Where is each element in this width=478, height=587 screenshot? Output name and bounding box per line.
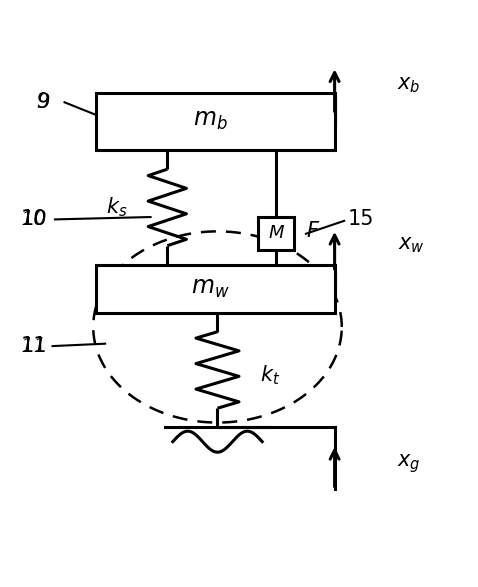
Bar <box>96 265 335 313</box>
Text: $M$: $M$ <box>268 224 285 242</box>
Text: 9: 9 <box>36 92 50 112</box>
Text: $x_w$: $x_w$ <box>398 236 424 255</box>
Text: 10: 10 <box>20 210 47 229</box>
Text: 9: 9 <box>36 93 50 112</box>
Bar <box>258 217 294 251</box>
Text: $F$: $F$ <box>306 221 320 241</box>
Text: $x_b$: $x_b$ <box>397 76 421 95</box>
Text: 15: 15 <box>348 210 374 230</box>
Text: $k_t$: $k_t$ <box>260 363 280 387</box>
Text: $x_g$: $x_g$ <box>397 452 421 475</box>
Text: $m_b$: $m_b$ <box>193 109 228 133</box>
Bar <box>96 93 335 150</box>
Text: $m_w$: $m_w$ <box>191 277 229 300</box>
Text: 11: 11 <box>20 336 47 356</box>
Text: 11: 11 <box>20 336 47 356</box>
Text: $k_s$: $k_s$ <box>107 195 128 220</box>
Text: 15: 15 <box>0 586 1 587</box>
Text: 10: 10 <box>20 210 47 230</box>
